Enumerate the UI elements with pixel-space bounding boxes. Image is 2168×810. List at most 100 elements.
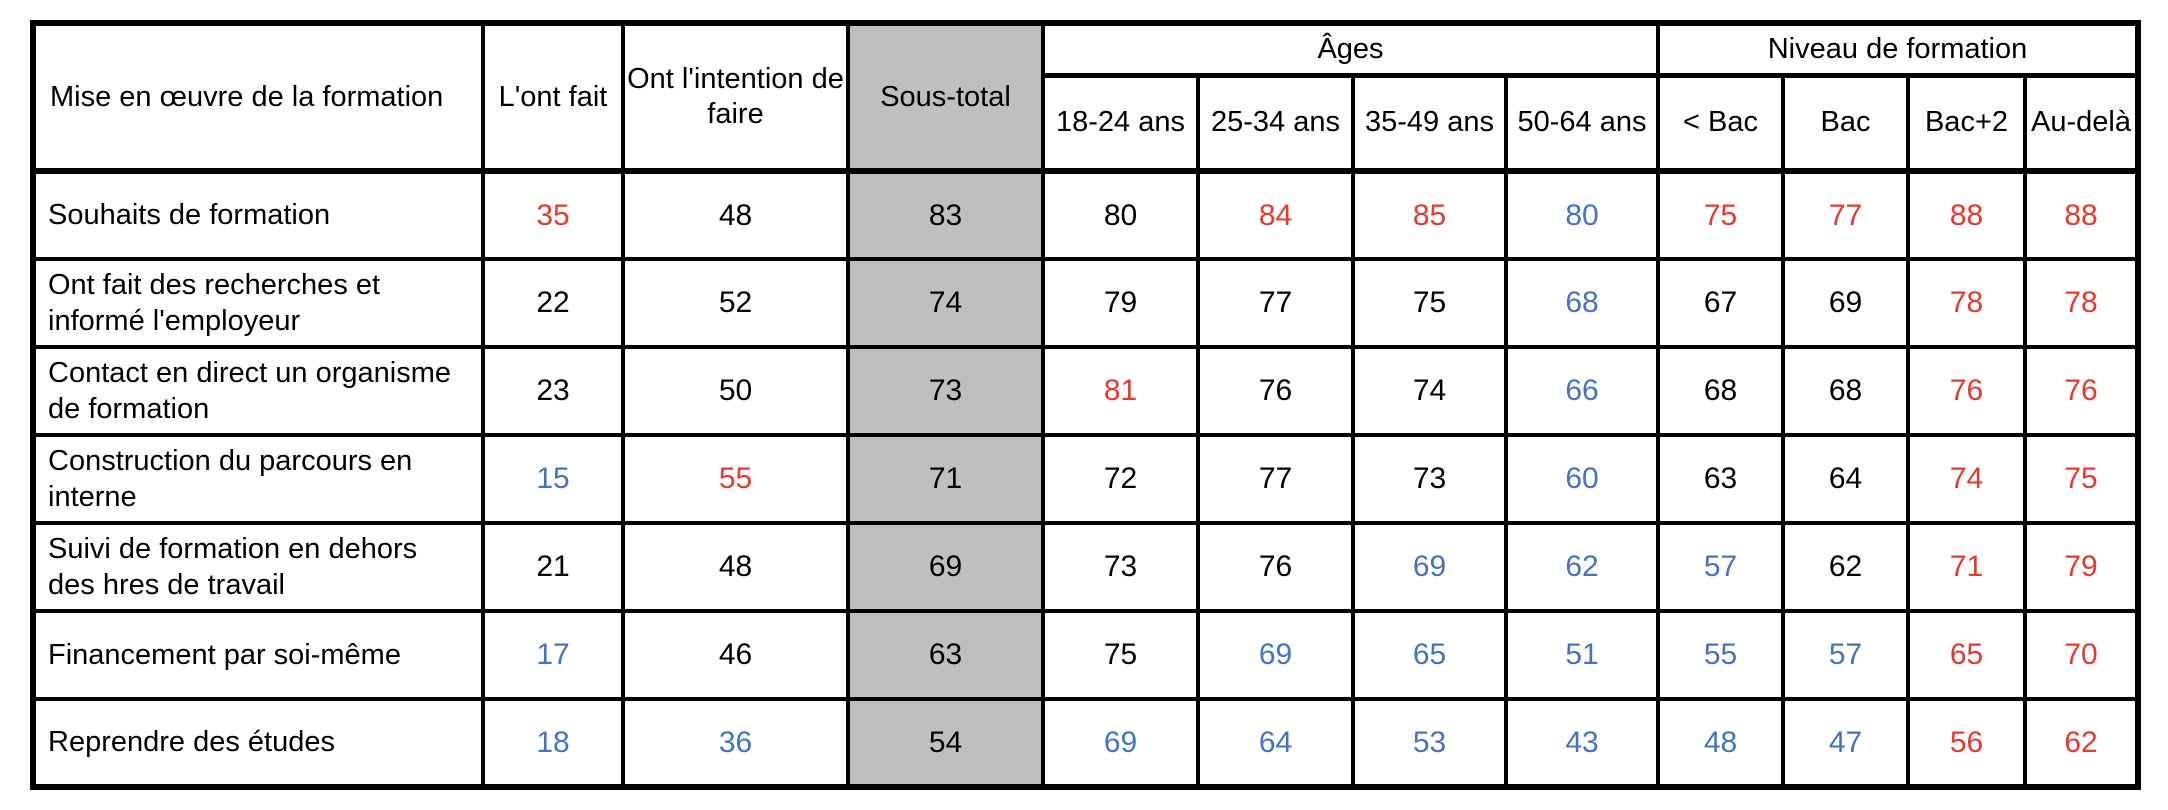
value-cell: 18: [481, 697, 625, 789]
value-cell: 75: [1351, 257, 1508, 349]
header-col-inf-bac: < Bac: [1656, 73, 1785, 173]
header-sub-row: 18-24 ans 25-34 ans 35-49 ans 50-64 ans …: [33, 73, 2140, 173]
value-cell: 69: [1781, 257, 1910, 349]
value-cell: 79: [2023, 521, 2140, 613]
value-cell: 71: [1906, 521, 2027, 613]
header-col-bac-plus-2: Bac+2: [1906, 73, 2027, 173]
value-cell: 57: [1656, 521, 1785, 613]
header-col-bac: Bac: [1781, 73, 1910, 173]
header-group-row: Mise en œuvre de la formation L'ont fait…: [31, 21, 2140, 174]
value-cell: 85: [1351, 169, 1508, 261]
value-cell: 15: [481, 433, 625, 525]
value-cell: 80: [1041, 169, 1200, 261]
value-cell: 62: [1781, 521, 1910, 613]
value-cell: 75: [2023, 433, 2140, 525]
subtotal-cell: 71: [846, 433, 1045, 525]
table-row: Contact en direct un organisme de format…: [31, 345, 2140, 437]
value-cell: 81: [1041, 345, 1200, 437]
value-cell: 35: [481, 169, 625, 261]
value-cell: 77: [1196, 433, 1355, 525]
header-row-label-column: Mise en œuvre de la formation: [31, 21, 485, 174]
value-cell: 47: [1781, 697, 1910, 789]
subtotal-cell: 73: [846, 345, 1045, 437]
subtotal-cell: 63: [846, 609, 1045, 701]
value-cell: 48: [621, 521, 850, 613]
value-cell: 78: [2023, 257, 2140, 349]
value-cell: 88: [1906, 169, 2027, 261]
subtotal-cell: 69: [846, 521, 1045, 613]
value-cell: 69: [1351, 521, 1508, 613]
value-cell: 57: [1781, 609, 1910, 701]
value-cell: 75: [1656, 169, 1785, 261]
value-cell: 69: [1196, 609, 1355, 701]
value-cell: 88: [2023, 169, 2140, 261]
header-col-sous-total: Sous-total: [846, 21, 1045, 174]
value-cell: 21: [481, 521, 625, 613]
subtotal-cell: 74: [846, 257, 1045, 349]
value-cell: 48: [621, 169, 850, 261]
value-cell: 67: [1656, 257, 1785, 349]
header-col-50-64: 50-64 ans: [1504, 73, 1660, 173]
value-cell: 43: [1504, 697, 1660, 789]
value-cell: 48: [1656, 697, 1785, 789]
header-col-25-34: 25-34 ans: [1196, 73, 1355, 173]
row-label: Financement par soi-même: [31, 609, 485, 701]
value-cell: 62: [2023, 697, 2140, 789]
subtotal-cell: 54: [846, 697, 1045, 789]
subtotal-cell: 83: [846, 169, 1045, 261]
header-col-35-49: 35-49 ans: [1351, 73, 1508, 173]
value-cell: 68: [1504, 257, 1660, 349]
value-cell: 73: [1351, 433, 1508, 525]
table-row: Financement par soi-même 17 46 63 75 69 65 51 55…: [31, 609, 2140, 701]
value-cell: 56: [1906, 697, 2027, 789]
value-cell: 69: [1041, 697, 1200, 789]
value-cell: 22: [481, 257, 625, 349]
table-row: Souhaits de formation 35 48 83 80 84 85 80 75 77 8…: [31, 169, 2140, 261]
header-col-18-24: 18-24 ans: [1041, 73, 1200, 173]
header-col-lont-fait: L'ont fait: [481, 21, 625, 174]
value-cell: 76: [2023, 345, 2140, 437]
value-cell: 55: [1656, 609, 1785, 701]
header-col-au-dela: Au-delà: [2023, 73, 2140, 173]
row-label: Contact en direct un organisme de format…: [31, 345, 485, 437]
table-row: Ont fait des recherches et informé l'emp…: [31, 257, 2140, 349]
value-cell: 17: [481, 609, 625, 701]
value-cell: 77: [1196, 257, 1355, 349]
value-cell: 51: [1504, 609, 1660, 701]
value-cell: 64: [1196, 697, 1355, 789]
value-cell: 78: [1906, 257, 2027, 349]
value-cell: 79: [1041, 257, 1200, 349]
value-cell: 74: [1906, 433, 2027, 525]
value-cell: 68: [1656, 345, 1785, 437]
value-cell: 52: [621, 257, 850, 349]
value-cell: 66: [1504, 345, 1660, 437]
value-cell: 70: [2023, 609, 2140, 701]
table-container: Mise en œuvre de la formation L'ont fait…: [30, 20, 2141, 790]
value-cell: 23: [481, 345, 625, 437]
value-cell: 65: [1351, 609, 1508, 701]
value-cell: 63: [1656, 433, 1785, 525]
table-row: Construction du parcours en interne 15 55 7…: [31, 433, 2140, 525]
header-group-niveau-formation: Niveau de formation: [1656, 21, 2140, 78]
value-cell: 50: [621, 345, 850, 437]
value-cell: 80: [1504, 169, 1660, 261]
value-cell: 64: [1781, 433, 1910, 525]
value-cell: 65: [1906, 609, 2027, 701]
value-cell: 76: [1196, 345, 1355, 437]
value-cell: 36: [621, 697, 850, 789]
value-cell: 72: [1041, 433, 1200, 525]
row-label: Construction du parcours en interne: [31, 433, 485, 525]
header-group-ages: Âges: [1041, 21, 1660, 78]
value-cell: 76: [1196, 521, 1355, 613]
table-header: Mise en œuvre de la formation L'ont fait…: [31, 21, 2140, 174]
data-table: Mise en œuvre de la formation L'ont fait…: [30, 20, 2141, 790]
value-cell: 75: [1041, 609, 1200, 701]
value-cell: 55: [621, 433, 850, 525]
row-label: Reprendre des études: [31, 697, 485, 789]
table-row: Reprendre des études 18 36 54 69 64 53 43 48 47 56…: [31, 697, 2140, 789]
value-cell: 77: [1781, 169, 1910, 261]
value-cell: 73: [1041, 521, 1200, 613]
value-cell: 53: [1351, 697, 1508, 789]
value-cell: 68: [1781, 345, 1910, 437]
row-label: Souhaits de formation: [31, 169, 485, 261]
